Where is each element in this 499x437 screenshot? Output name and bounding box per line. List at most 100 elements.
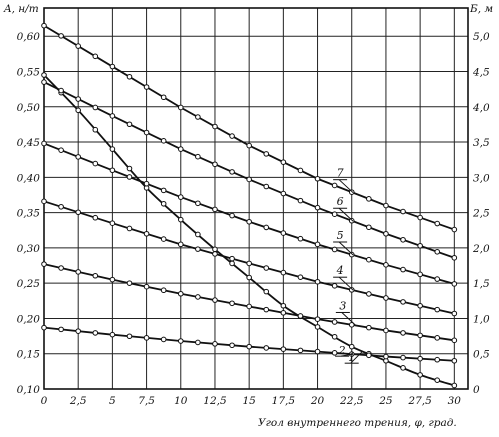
series-marker-4 xyxy=(434,306,441,313)
series-marker-2 xyxy=(451,357,458,364)
series-marker-6 xyxy=(280,190,287,197)
series-marker-7 xyxy=(366,196,372,202)
series-marker-5 xyxy=(280,230,287,236)
series-marker-2 xyxy=(383,353,389,360)
series-marker-7 xyxy=(331,182,338,189)
series-marker-3 xyxy=(75,269,81,275)
series-marker-5 xyxy=(400,266,406,273)
series-marker-1 xyxy=(41,72,47,78)
series-marker-1 xyxy=(434,377,441,383)
series-marker-4 xyxy=(109,220,116,226)
series-marker-1 xyxy=(75,107,81,114)
series-marker-5 xyxy=(246,218,252,225)
y-left-tick-label: 0,60 xyxy=(17,31,41,43)
axes: 0 2,5 5 7,5 10 12,5 15 17,5 20 22,5 25 27,5 3000,51,… xyxy=(17,7,490,407)
label-leader-4 xyxy=(338,276,354,291)
series-marker-5 xyxy=(263,224,270,231)
series-marker-6 xyxy=(160,138,167,144)
series-marker-4 xyxy=(126,225,133,232)
series-marker-4 xyxy=(348,287,355,293)
series-marker-2 xyxy=(246,343,252,350)
series-marker-5 xyxy=(160,187,167,194)
series-marker-6 xyxy=(109,113,116,119)
y-right-tick-label: 5,0 xyxy=(473,31,490,43)
series-marker-3 xyxy=(434,335,441,341)
series-marker-5 xyxy=(177,194,184,200)
series-marker-5 xyxy=(434,276,441,282)
series-marker-6 xyxy=(92,104,99,111)
series-marker-2 xyxy=(177,338,184,344)
series-marker-4 xyxy=(417,302,423,309)
series-marker-7 xyxy=(280,159,287,165)
series-marker-4 xyxy=(263,265,270,271)
series-marker-7 xyxy=(417,214,423,221)
series-marker-7 xyxy=(143,84,150,90)
series-marker-6 xyxy=(400,236,406,243)
curve-labels: 12 3 4 5 6 7 xyxy=(333,167,364,364)
y-right-tick-label: 4,0 xyxy=(472,102,490,114)
curve-label-1: 1 xyxy=(348,351,355,364)
series-marker-6 xyxy=(263,183,270,190)
series-marker-3 xyxy=(212,297,218,303)
series-marker-3 xyxy=(348,321,355,328)
series-marker-1 xyxy=(417,372,423,378)
series-marker-5 xyxy=(417,271,423,278)
series-marker-4 xyxy=(229,255,235,262)
series-marker-1 xyxy=(348,343,355,350)
series-marker-5 xyxy=(229,212,235,219)
series-marker-5 xyxy=(58,147,64,153)
series-marker-7 xyxy=(297,167,304,174)
series-marker-3 xyxy=(331,319,338,325)
series-marker-5 xyxy=(41,140,47,147)
series-marker-2 xyxy=(263,345,270,351)
series-marker-7 xyxy=(451,226,458,233)
x-tick-label: 10 xyxy=(174,395,188,407)
x-tick-label: 5 xyxy=(109,395,116,407)
series-marker-3 xyxy=(177,290,184,297)
plot-frame xyxy=(43,7,469,390)
series-marker-2 xyxy=(160,336,167,343)
series-marker-3 xyxy=(417,332,423,339)
series-marker-3 xyxy=(314,316,321,322)
series-marker-7 xyxy=(126,73,133,80)
curve-label-7: 7 xyxy=(337,167,344,180)
series-marker-6 xyxy=(58,87,64,94)
series-marker-2 xyxy=(331,350,338,356)
y-right-tick-label: 0 xyxy=(473,384,480,396)
y-right-tick-label: 2,5 xyxy=(472,208,490,220)
series-marker-5 xyxy=(383,262,389,268)
series-marker-2 xyxy=(126,333,133,340)
y-axis-left-title: A, н/т xyxy=(3,3,39,15)
curve-label-6: 6 xyxy=(337,195,344,208)
series-marker-5 xyxy=(143,180,150,187)
series-marker-2 xyxy=(212,341,218,347)
series-marker-4 xyxy=(58,203,64,210)
label-leader-1 xyxy=(350,350,364,364)
x-tick-label: 2,5 xyxy=(69,395,87,407)
series-marker-7 xyxy=(41,22,47,29)
x-tick-label: 0 xyxy=(41,395,48,407)
y-left-tick-label: 0,45 xyxy=(17,137,41,149)
series-marker-7 xyxy=(434,220,441,227)
label-leader-3 xyxy=(341,312,357,326)
series-marker-3 xyxy=(229,300,235,307)
series-marker-3 xyxy=(366,324,372,331)
y-left-tick-label: 0,15 xyxy=(17,349,41,361)
series-marker-7 xyxy=(383,202,389,209)
series-marker-6 xyxy=(451,254,458,261)
series-marker-5 xyxy=(195,200,201,207)
series-marker-4 xyxy=(280,269,287,276)
series-marker-4 xyxy=(331,283,338,289)
series-marker-3 xyxy=(297,313,304,319)
series-marker-2 xyxy=(92,330,99,336)
series-marker-1 xyxy=(177,216,184,223)
series-marker-6 xyxy=(229,169,235,175)
series-marker-2 xyxy=(434,356,441,363)
y-right-tick-label: 3,5 xyxy=(473,137,490,149)
series-marker-5 xyxy=(314,241,321,248)
series-marker-6 xyxy=(331,211,338,217)
series-marker-4 xyxy=(75,209,81,216)
curve-label-3: 3 xyxy=(339,299,346,312)
y-left-tick-label: 0,25 xyxy=(17,278,41,290)
series-marker-6 xyxy=(177,146,184,152)
